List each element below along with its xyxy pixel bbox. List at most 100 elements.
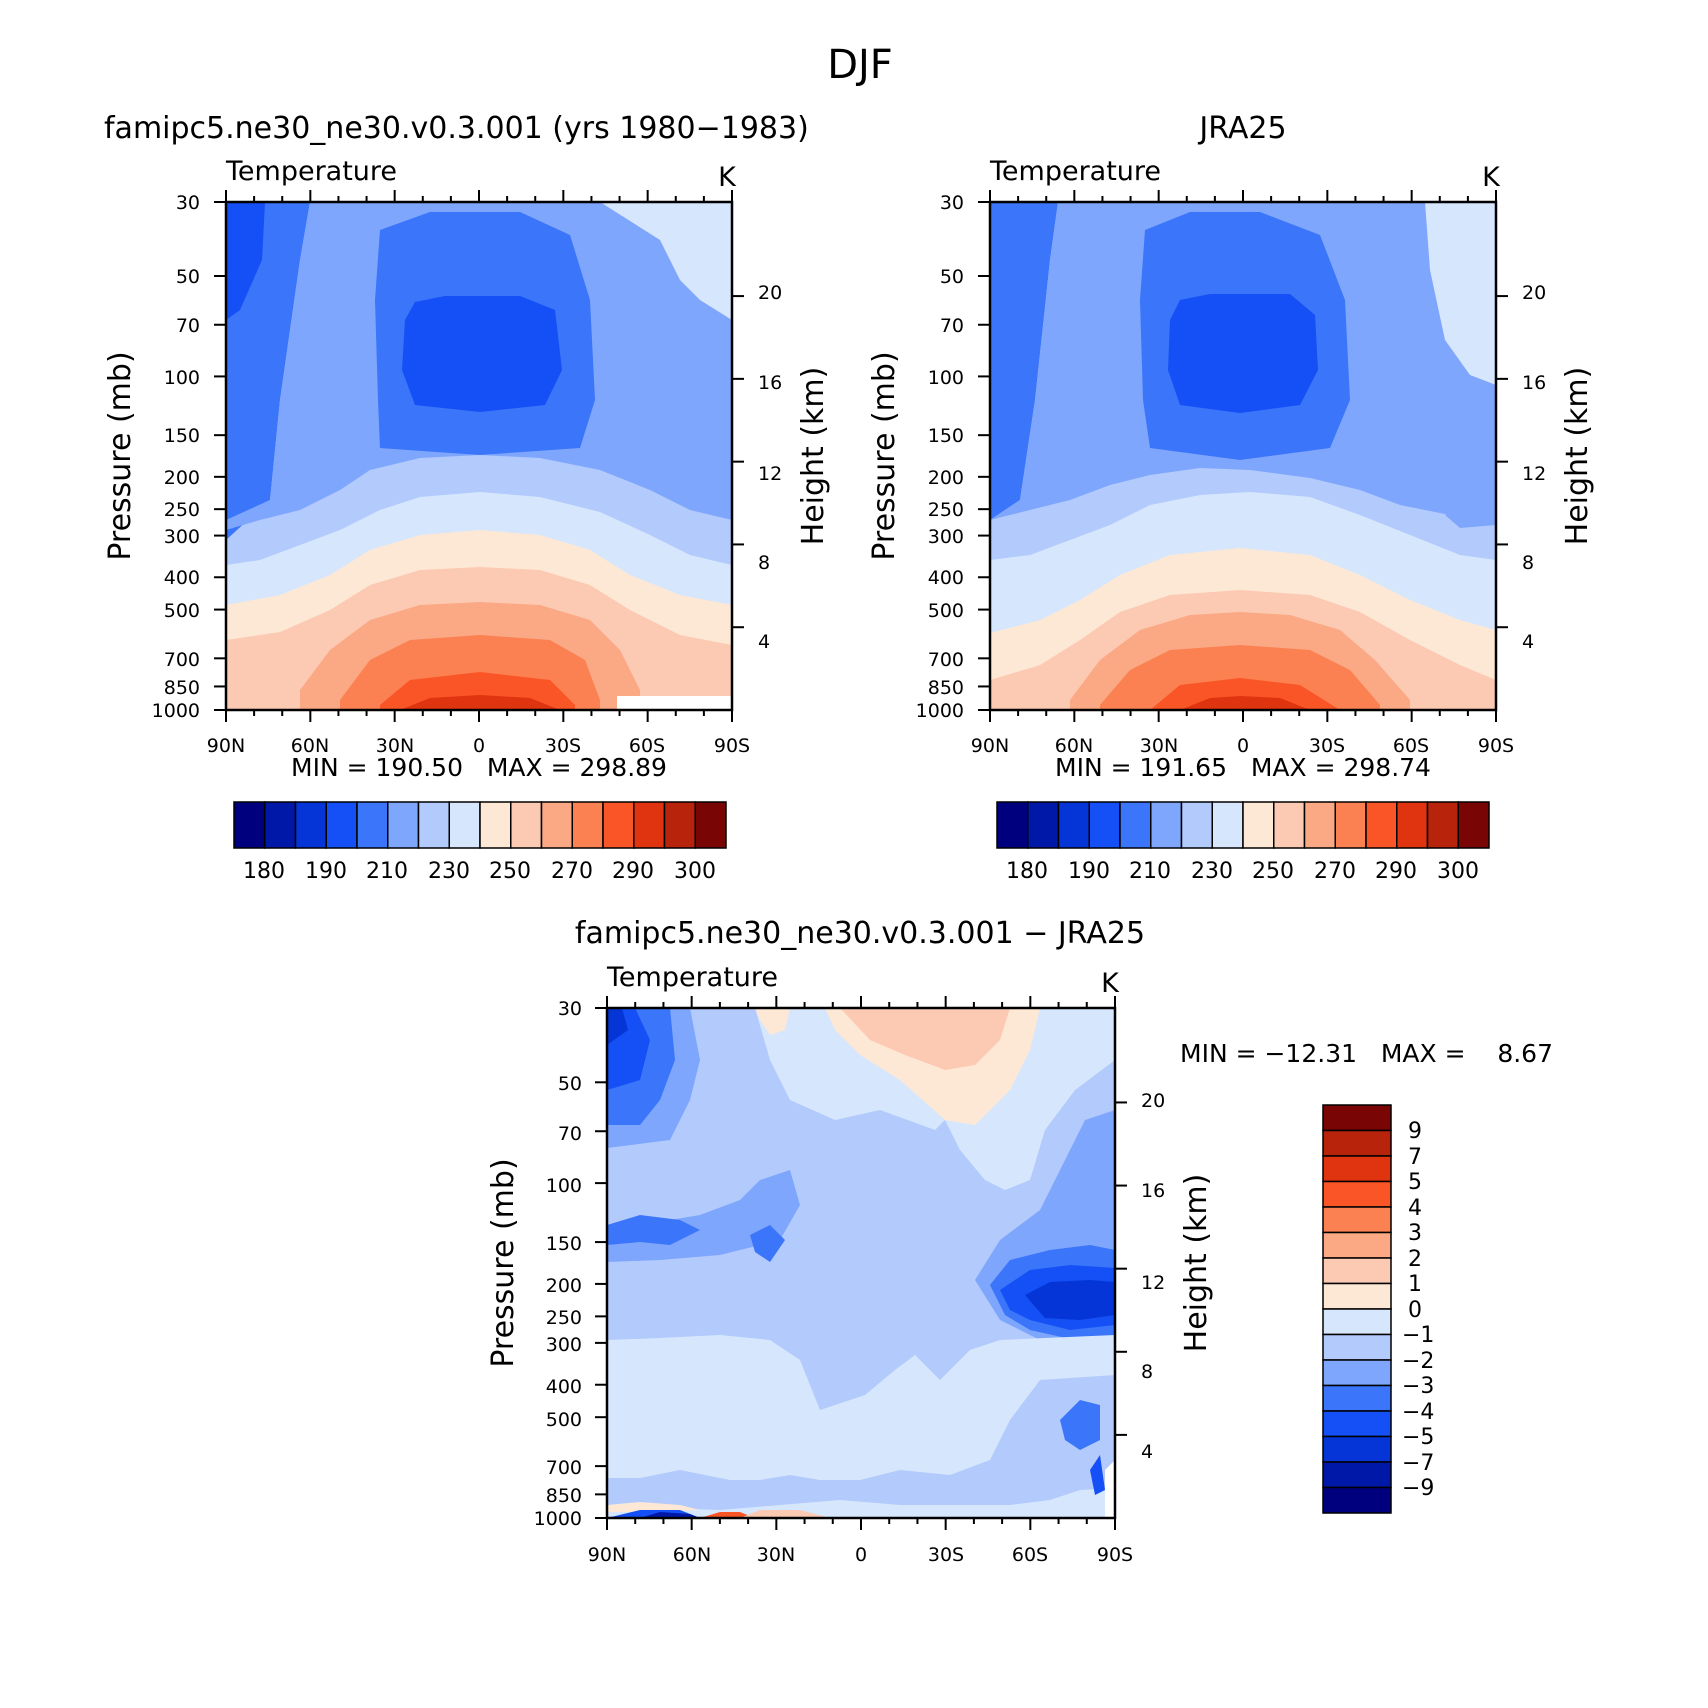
colorbar-swatch xyxy=(387,801,420,849)
y2-tick-label: 4 xyxy=(758,631,770,653)
colorbar-tick-label: −4 xyxy=(1402,1400,1434,1425)
colorbar-swatch xyxy=(1057,801,1090,849)
colorbar-swatch xyxy=(1334,801,1367,849)
colorbar-tick-label: 210 xyxy=(1129,859,1171,884)
y-tick-label: 50 xyxy=(940,266,964,288)
x-tick-label: 90N xyxy=(971,735,1009,757)
colorbar-tick-label: 230 xyxy=(1191,859,1233,884)
y-tick-label: 400 xyxy=(164,567,200,589)
units-label: K xyxy=(1482,162,1501,193)
y2-tick-label: 8 xyxy=(1522,552,1534,574)
x-tick-label: 60S xyxy=(629,735,665,757)
colorbar-swatch xyxy=(325,801,358,849)
x-tick-label: 60N xyxy=(1055,735,1093,757)
y2-tick-label: 16 xyxy=(758,372,782,394)
colorbar-tick-label: 180 xyxy=(1006,859,1048,884)
x-axis-ticklabels: 90N 60N 30N 0 30S 60S 90S xyxy=(207,735,750,757)
y-tick-label: 1000 xyxy=(916,700,964,722)
y-tick-label: 700 xyxy=(164,649,200,671)
contour-field xyxy=(226,202,732,710)
colorbar-swatch xyxy=(1322,1282,1392,1310)
y2-tick-label: 16 xyxy=(1141,1180,1165,1202)
panel-model: famipc5.ne30_ne30.v0.3.001 (yrs 1980−198… xyxy=(103,111,831,884)
y2-tick-label: 4 xyxy=(1522,631,1534,653)
colorbar-tick-label: 230 xyxy=(428,859,470,884)
y-tick-label: 70 xyxy=(176,315,200,337)
stats-label: MIN = 190.50 MAX = 298.89 xyxy=(291,753,667,782)
x-tick-label: 30S xyxy=(545,735,581,757)
colorbar-tick-label: 300 xyxy=(674,859,716,884)
y2-axis-label: Height (km) xyxy=(796,367,831,546)
page-title: DJF xyxy=(827,42,893,88)
colorbar-tick-label: 190 xyxy=(1068,859,1110,884)
colorbar-swatch xyxy=(1322,1155,1392,1183)
y2-tick-label: 8 xyxy=(758,552,770,574)
colorbar-swatch xyxy=(1322,1333,1392,1361)
axis-ticks xyxy=(978,190,1508,722)
colorbar-swatch xyxy=(663,801,696,849)
x-tick-label: 30S xyxy=(1309,735,1345,757)
y-tick-label: 70 xyxy=(940,315,964,337)
y-axis-ticklabels: 30 50 70 100 150 200 250 300 400 500 700… xyxy=(916,192,964,722)
y-tick-label: 200 xyxy=(164,467,200,489)
y-tick-label: 30 xyxy=(176,192,200,214)
contour-field xyxy=(990,202,1496,710)
colorbar-swatch xyxy=(694,801,727,849)
colorbar-tick-label: 250 xyxy=(489,859,531,884)
colorbar-swatch xyxy=(1180,801,1213,849)
colorbar-swatch xyxy=(1322,1461,1392,1489)
y-tick-label: 300 xyxy=(928,526,964,548)
x-tick-label: 30N xyxy=(757,1544,795,1566)
x-tick-label: 60S xyxy=(1393,735,1429,757)
colorbar-swatch xyxy=(1396,801,1429,849)
panel-difference: famipc5.ne30_ne30.v0.3.001 − JRA25 Tempe… xyxy=(486,916,1553,1566)
x-tick-label: 0 xyxy=(1237,735,1249,757)
y2-axis-ticklabels: 20 16 12 8 4 xyxy=(758,282,782,653)
colorbar-swatch xyxy=(571,801,604,849)
colorbar-swatch xyxy=(1027,801,1060,849)
colorbar-tick-label: 1 xyxy=(1408,1272,1422,1297)
y-axis-label: Pressure (mb) xyxy=(867,351,902,560)
panel-reanalysis: JRA25 Temperature K 90N 60N 30N 0 30S xyxy=(867,111,1595,884)
colorbar-swatch xyxy=(510,801,543,849)
y-tick-label: 200 xyxy=(546,1275,582,1297)
contour-field xyxy=(607,1008,1115,1518)
x-tick-label: 30S xyxy=(928,1544,964,1566)
x-tick-label: 60S xyxy=(1012,1544,1048,1566)
x-tick-label: 90N xyxy=(207,735,245,757)
y-tick-label: 500 xyxy=(546,1409,582,1431)
colorbar-swatch xyxy=(1211,801,1244,849)
y2-axis-ticklabels: 20 16 12 8 4 xyxy=(1141,1090,1165,1463)
colorbar-tick-label: 0 xyxy=(1408,1298,1422,1323)
x-tick-label: 0 xyxy=(473,735,485,757)
variable-label: Temperature xyxy=(606,962,778,993)
colorbar-swatch xyxy=(264,801,297,849)
variable-label: Temperature xyxy=(989,156,1161,187)
axis-ticks xyxy=(214,190,744,722)
colorbar-swatch xyxy=(1457,801,1490,849)
colorbar-swatch xyxy=(233,801,266,849)
colorbar-swatch xyxy=(1322,1180,1392,1208)
y-tick-label: 150 xyxy=(546,1233,582,1255)
y-tick-label: 250 xyxy=(546,1307,582,1329)
colorbar-swatch xyxy=(1426,801,1459,849)
colorbar-tick-label: 250 xyxy=(1252,859,1294,884)
colorbar-swatch xyxy=(1150,801,1183,849)
y-tick-label: 50 xyxy=(176,266,200,288)
colorbar-swatch xyxy=(1322,1435,1392,1463)
colorbar-swatch xyxy=(602,801,635,849)
colorbar-tick-label: 5 xyxy=(1408,1170,1422,1195)
stats-label: MIN = −12.31 MAX = 8.67 xyxy=(1180,1039,1553,1068)
colorbar-tick-label: 3 xyxy=(1408,1221,1422,1246)
colorbar-swatch xyxy=(1322,1129,1392,1157)
colorbar-swatch xyxy=(1322,1231,1392,1259)
y-tick-label: 850 xyxy=(546,1485,582,1507)
y2-tick-label: 12 xyxy=(1141,1272,1165,1294)
colorbar-tick-label: 180 xyxy=(243,859,285,884)
axis-ticks xyxy=(595,996,1127,1530)
colorbar-swatch xyxy=(1322,1308,1392,1336)
x-tick-label: 90S xyxy=(1097,1544,1133,1566)
y-tick-label: 400 xyxy=(546,1376,582,1398)
y-tick-label: 300 xyxy=(164,526,200,548)
stats-label: MIN = 191.65 MAX = 298.74 xyxy=(1055,753,1431,782)
